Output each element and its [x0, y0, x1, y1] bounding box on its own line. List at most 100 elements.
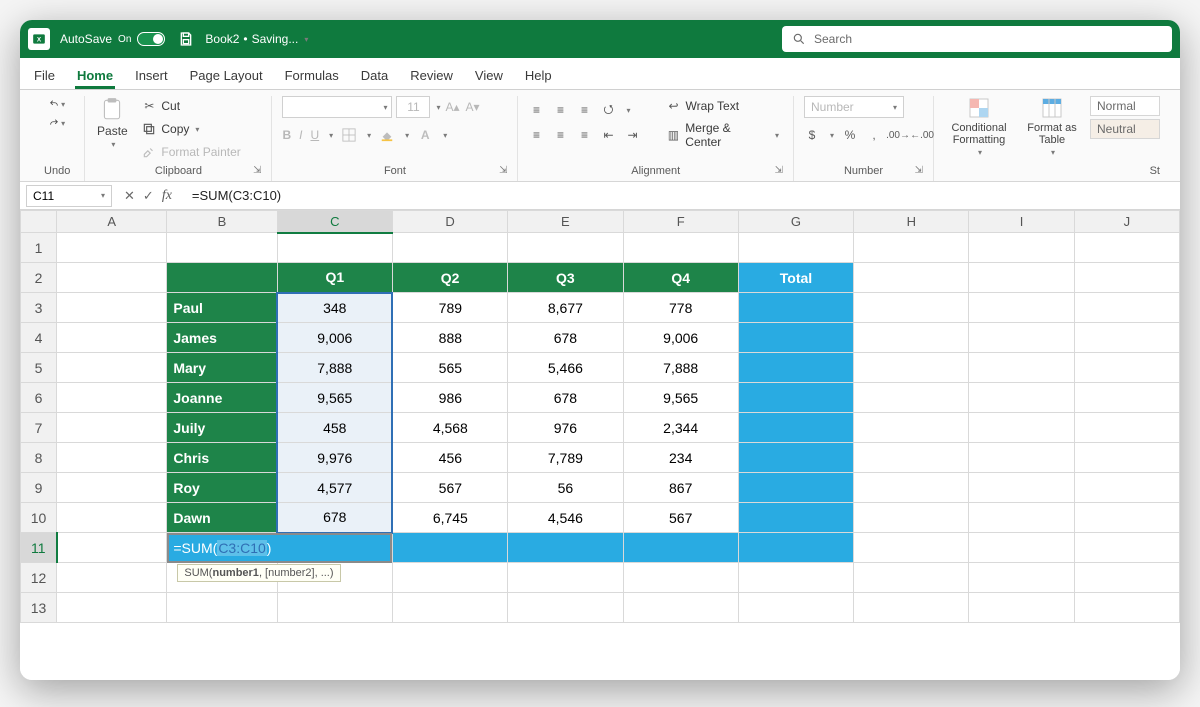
- cell-B6[interactable]: Joanne: [167, 383, 277, 413]
- cell-D11[interactable]: [392, 533, 507, 563]
- cell-I8[interactable]: [969, 443, 1074, 473]
- cell-I5[interactable]: [969, 353, 1074, 383]
- cell-D9[interactable]: 567: [392, 473, 507, 503]
- cell-B4[interactable]: James: [167, 323, 277, 353]
- cell-D7[interactable]: 4,568: [392, 413, 507, 443]
- cell-I4[interactable]: [969, 323, 1074, 353]
- cell-G2[interactable]: Total: [738, 263, 853, 293]
- cell-A10[interactable]: [57, 503, 167, 533]
- cell-H1[interactable]: [854, 233, 969, 263]
- cell-J6[interactable]: [1074, 383, 1179, 413]
- cell-F8[interactable]: 234: [623, 443, 738, 473]
- dialog-launcher-icon[interactable]: ⇲: [915, 165, 923, 176]
- tab-data[interactable]: Data: [359, 62, 390, 89]
- row-header-3[interactable]: 3: [21, 293, 57, 323]
- comma-icon[interactable]: ,: [866, 127, 882, 143]
- cell-J7[interactable]: [1074, 413, 1179, 443]
- cell-D4[interactable]: 888: [392, 323, 507, 353]
- align-bottom-icon[interactable]: ≡: [576, 102, 592, 118]
- cell-F13[interactable]: [623, 593, 738, 623]
- decrease-decimal-icon[interactable]: ←.00: [914, 127, 930, 143]
- row-header-7[interactable]: 7: [21, 413, 57, 443]
- cell-C13[interactable]: [277, 593, 392, 623]
- cell-D13[interactable]: [392, 593, 507, 623]
- cell-A2[interactable]: [57, 263, 167, 293]
- cell-J4[interactable]: [1074, 323, 1179, 353]
- cell-I11[interactable]: [969, 533, 1074, 563]
- cell-B8[interactable]: Chris: [167, 443, 277, 473]
- cell-I2[interactable]: [969, 263, 1074, 293]
- increase-font-icon[interactable]: A▴: [444, 99, 460, 115]
- cell-D8[interactable]: 456: [392, 443, 507, 473]
- cell-B11[interactable]: =SUM(C3:C10)SUM(number1, [number2], ...): [167, 533, 393, 563]
- cell-A11[interactable]: [57, 533, 167, 563]
- cell-I6[interactable]: [969, 383, 1074, 413]
- cell-B13[interactable]: [167, 593, 277, 623]
- cell-B1[interactable]: [167, 233, 277, 263]
- row-header-2[interactable]: 2: [21, 263, 57, 293]
- cell-F4[interactable]: 9,006: [623, 323, 738, 353]
- row-header-13[interactable]: 13: [21, 593, 57, 623]
- cell-H11[interactable]: [854, 533, 969, 563]
- cell-C5[interactable]: 7,888: [277, 353, 392, 383]
- cell-F12[interactable]: [623, 563, 738, 593]
- cell-C6[interactable]: 9,565: [277, 383, 392, 413]
- cell-F10[interactable]: 567: [623, 503, 738, 533]
- cell-B9[interactable]: Roy: [167, 473, 277, 503]
- dialog-launcher-icon[interactable]: ⇲: [775, 165, 783, 176]
- tab-home[interactable]: Home: [75, 62, 115, 89]
- row-header-9[interactable]: 9: [21, 473, 57, 503]
- column-header-B[interactable]: B: [167, 211, 277, 233]
- cell-D12[interactable]: [392, 563, 507, 593]
- cell-H10[interactable]: [854, 503, 969, 533]
- cell-J10[interactable]: [1074, 503, 1179, 533]
- cell-E13[interactable]: [508, 593, 623, 623]
- cell-H12[interactable]: [854, 563, 969, 593]
- formula-input[interactable]: =SUM(C3:C10): [186, 188, 1180, 203]
- cell-A9[interactable]: [57, 473, 167, 503]
- fx-icon[interactable]: fx: [162, 188, 172, 204]
- cell-G12[interactable]: [738, 563, 853, 593]
- cut-button[interactable]: ✂Cut: [137, 96, 244, 116]
- cell-A6[interactable]: [57, 383, 167, 413]
- tab-review[interactable]: Review: [408, 62, 455, 89]
- cell-E10[interactable]: 4,546: [508, 503, 623, 533]
- document-title[interactable]: Book2 • Saving... ▾: [205, 32, 308, 46]
- increase-indent-icon[interactable]: ⇥: [624, 127, 640, 143]
- increase-decimal-icon[interactable]: .00→: [890, 127, 906, 143]
- cell-H4[interactable]: [854, 323, 969, 353]
- cell-I7[interactable]: [969, 413, 1074, 443]
- cell-H3[interactable]: [854, 293, 969, 323]
- cell-E9[interactable]: 56: [508, 473, 623, 503]
- tab-view[interactable]: View: [473, 62, 505, 89]
- column-header-F[interactable]: F: [623, 211, 738, 233]
- align-top-icon[interactable]: ≡: [528, 102, 544, 118]
- orientation-icon[interactable]: ⭯: [600, 102, 616, 118]
- cell-D10[interactable]: 6,745: [392, 503, 507, 533]
- cell-E4[interactable]: 678: [508, 323, 623, 353]
- cell-C8[interactable]: 9,976: [277, 443, 392, 473]
- cell-E6[interactable]: 678: [508, 383, 623, 413]
- row-header-5[interactable]: 5: [21, 353, 57, 383]
- font-size-select[interactable]: 11: [396, 96, 430, 118]
- cell-D2[interactable]: Q2: [392, 263, 507, 293]
- cell-J1[interactable]: [1074, 233, 1179, 263]
- cell-D1[interactable]: [392, 233, 507, 263]
- cell-A7[interactable]: [57, 413, 167, 443]
- cell-G11[interactable]: [738, 533, 853, 563]
- conditional-formatting-button[interactable]: Conditional Formatting▾: [944, 96, 1014, 157]
- cell-I9[interactable]: [969, 473, 1074, 503]
- tab-file[interactable]: File: [32, 62, 57, 89]
- dialog-launcher-icon[interactable]: ⇲: [253, 165, 261, 176]
- wrap-text-button[interactable]: ↩Wrap Text: [661, 96, 783, 116]
- cell-G7[interactable]: [738, 413, 853, 443]
- cell-A13[interactable]: [57, 593, 167, 623]
- autosave-toggle[interactable]: AutoSave On: [60, 32, 165, 46]
- toggle-switch-icon[interactable]: [137, 32, 165, 46]
- column-header-A[interactable]: A: [57, 211, 167, 233]
- cell-H6[interactable]: [854, 383, 969, 413]
- cell-E1[interactable]: [508, 233, 623, 263]
- tab-help[interactable]: Help: [523, 62, 554, 89]
- cell-J8[interactable]: [1074, 443, 1179, 473]
- cell-C4[interactable]: 9,006: [277, 323, 392, 353]
